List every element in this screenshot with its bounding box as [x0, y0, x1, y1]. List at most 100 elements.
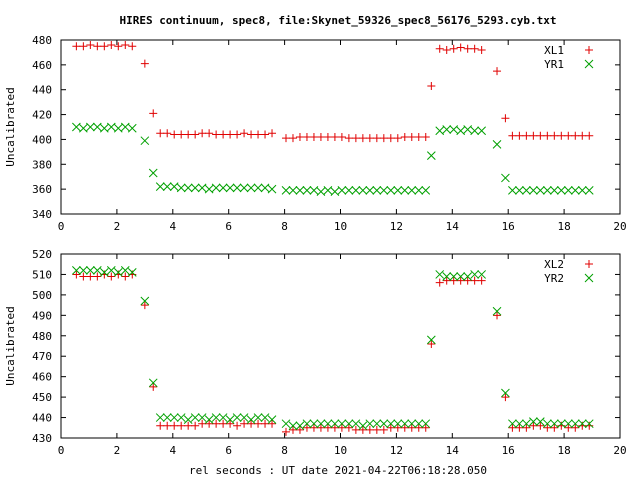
data-point-xl2 — [72, 270, 81, 279]
data-point-yr1 — [288, 186, 298, 195]
data-point-yr1 — [535, 186, 545, 195]
data-point-yr1 — [577, 186, 587, 195]
data-point-xl1 — [372, 134, 381, 143]
data-point-yr1 — [337, 186, 347, 195]
data-point-yr1 — [400, 186, 410, 195]
data-point-xl1 — [407, 132, 416, 141]
data-point-xl2 — [365, 425, 374, 434]
data-point-xl1 — [379, 134, 388, 143]
data-point-yr1 — [218, 183, 228, 193]
data-point-yr2 — [127, 268, 137, 277]
y-tick-label: 470 — [32, 350, 52, 363]
data-point-yr2 — [190, 413, 200, 422]
data-point-yr1 — [309, 186, 319, 195]
data-point-yr2 — [162, 413, 172, 422]
data-point-xl2 — [379, 425, 388, 434]
data-point-xl2 — [114, 270, 123, 279]
y-tick-label: 440 — [32, 84, 52, 97]
data-point-yr2 — [176, 413, 186, 422]
x-tick-label: 0 — [58, 220, 65, 233]
x-tick-label: 12 — [390, 444, 403, 457]
data-point-yr1 — [426, 151, 436, 160]
x-tick-label: 4 — [169, 444, 176, 457]
y-tick-label: 430 — [32, 432, 52, 445]
data-point-xl1 — [585, 131, 594, 140]
data-point-xl2 — [233, 421, 242, 430]
data-point-xl2 — [585, 421, 594, 430]
data-point-xl1 — [121, 40, 130, 49]
data-point-xl1 — [226, 130, 235, 139]
data-point-xl1 — [337, 132, 346, 141]
data-point-xl2 — [358, 425, 367, 434]
data-point-xl1 — [515, 131, 524, 140]
data-point-yr2 — [435, 270, 445, 279]
data-point-yr2 — [140, 296, 150, 306]
data-point-yr2 — [522, 419, 531, 429]
data-point-yr2 — [442, 272, 452, 281]
data-point-xl1 — [493, 67, 502, 76]
data-point-yr1 — [344, 186, 354, 195]
x-tick-label: 8 — [281, 220, 288, 233]
y-tick-label: 520 — [32, 248, 52, 261]
data-point-yr2 — [351, 419, 361, 429]
x-tick-label: 18 — [557, 444, 570, 457]
data-point-xl1 — [421, 132, 430, 141]
x-tick-label: 6 — [225, 444, 232, 457]
x-tick-label: 10 — [334, 444, 347, 457]
legend-label-xl1: XL1 — [544, 44, 564, 57]
data-point-xl1 — [219, 130, 228, 139]
data-point-xl1 — [302, 132, 311, 141]
data-point-xl2 — [323, 423, 332, 432]
data-point-xl2 — [268, 419, 277, 428]
data-point-xl1 — [536, 131, 545, 140]
data-point-xl1 — [156, 129, 165, 138]
data-point-xl1 — [400, 132, 409, 141]
data-point-xl2 — [344, 423, 353, 432]
upper-panel: 0 2 4 6 8 10 12 14 16 18 20 340 360 380 400 420 440 460 48… — [4, 34, 627, 233]
data-point-xl1 — [86, 40, 95, 49]
data-point-yr2 — [225, 415, 235, 424]
data-point-yr1 — [239, 183, 249, 193]
data-point-yr2 — [529, 417, 538, 426]
data-point-yr2 — [253, 413, 263, 422]
data-point-yr2 — [584, 419, 594, 429]
data-point-yr2 — [267, 415, 277, 424]
data-point-yr1 — [358, 186, 368, 195]
legend-label-xl2: XL2 — [544, 258, 564, 271]
data-point-xl1 — [414, 132, 423, 141]
data-point-xl1 — [114, 42, 123, 51]
data-point-yr2 — [449, 272, 459, 281]
legend-label-yr1: YR1 — [544, 58, 564, 71]
y-tick-label: 440 — [32, 412, 52, 425]
data-point-xl2 — [226, 419, 235, 428]
data-point-yr1 — [449, 125, 459, 134]
data-point-yr2 — [358, 421, 368, 431]
data-point-yr2 — [92, 266, 102, 275]
data-point-yr2 — [407, 419, 417, 429]
data-point-xl2 — [205, 419, 214, 428]
data-point-xl2 — [219, 419, 228, 428]
data-point-xl1 — [149, 109, 158, 118]
data-point-yr2 — [120, 266, 130, 275]
legend-marker-xl1 — [585, 46, 593, 54]
data-point-xl1 — [442, 45, 451, 54]
data-point-xl1 — [456, 43, 465, 52]
lower-panel: 0 2 4 6 8 10 12 14 16 18 20 430 440 450 460 470 480 490 50… — [4, 248, 627, 457]
data-point-yr2 — [169, 413, 179, 422]
data-point-yr1 — [253, 183, 263, 193]
data-point-yr1 — [414, 186, 424, 195]
data-point-yr1 — [169, 182, 179, 192]
data-point-xl2 — [407, 423, 416, 432]
data-point-xl1 — [295, 132, 304, 141]
data-point-xl2 — [414, 423, 423, 432]
data-point-xl1 — [177, 130, 186, 139]
data-point-yr1 — [162, 182, 172, 192]
data-point-xl1 — [323, 132, 332, 141]
data-point-yr1 — [148, 168, 158, 178]
data-point-yr1 — [529, 186, 538, 195]
data-point-yr2 — [556, 419, 566, 429]
data-point-xl1 — [477, 45, 486, 54]
data-point-xl1 — [351, 134, 360, 143]
data-point-xl1 — [198, 129, 207, 138]
